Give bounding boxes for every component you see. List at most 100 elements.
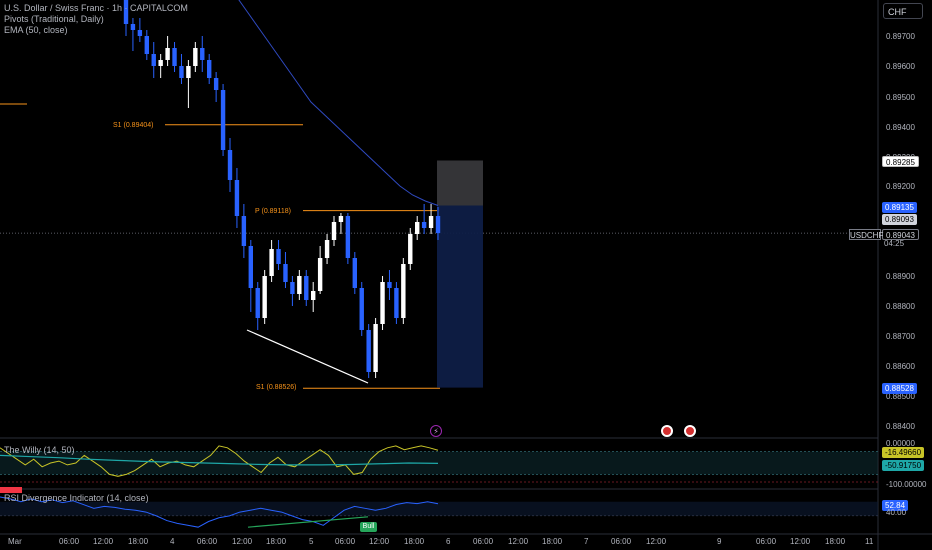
ema-line [238, 0, 439, 206]
time-label: 18:00 [825, 537, 846, 546]
candle-body [186, 66, 191, 78]
entry-price-tag: 0.89135 [882, 202, 917, 213]
willy-line [0, 445, 439, 477]
price-tick: 0.88800 [886, 302, 915, 311]
time-label: 06:00 [197, 537, 218, 546]
candle-body [151, 54, 156, 66]
price-tick: 0.89500 [886, 93, 915, 102]
pivots-legend[interactable]: Pivots (Traditional, Daily) [4, 14, 104, 24]
candle-body [276, 249, 281, 264]
candle-body [123, 0, 129, 25]
candle-body [317, 258, 323, 291]
time-label: 18:00 [404, 537, 425, 546]
candle-body [338, 216, 344, 222]
candle-body [366, 330, 371, 372]
candles [123, 0, 441, 378]
target-zone [437, 205, 483, 388]
candle-body [283, 264, 288, 282]
bar-countdown: 04:25 [884, 239, 905, 248]
candle-body [359, 288, 364, 330]
willy-tick: 0.00000 [886, 439, 915, 448]
rsi-pane [0, 496, 878, 528]
time-label: 18:00 [542, 537, 563, 546]
willy-signal-tag: -50.91750 [882, 460, 925, 471]
candle-body [394, 288, 399, 318]
time-label: 06:00 [59, 537, 80, 546]
time-label: 12:00 [508, 537, 529, 546]
price-tick: 0.89700 [886, 32, 915, 41]
rsi-legend[interactable]: RSI Divergence Indicator (14, close) [4, 493, 149, 503]
short-position-tool[interactable] [437, 160, 483, 388]
time-label: 18:00 [128, 537, 149, 546]
candle-body [158, 60, 163, 66]
candle-body [179, 66, 184, 78]
candle-body [213, 78, 219, 90]
us-flag-event-icon[interactable] [661, 425, 673, 437]
candle-body [262, 276, 267, 318]
price-tick: 0.89200 [886, 182, 915, 191]
rsi-tick: 40.00 [886, 508, 907, 517]
last-close-tag: 0.89093 [882, 214, 917, 225]
candle-body [130, 24, 136, 30]
time-label: Mar [8, 537, 22, 546]
time-label: 9 [717, 537, 722, 546]
target-price-tag: 0.88528 [882, 383, 917, 394]
candle-body [144, 36, 149, 54]
ema-legend[interactable]: EMA (50, close) [4, 25, 68, 35]
willy-legend[interactable]: The Willy (14, 50) [4, 445, 75, 455]
time-label: 18:00 [266, 537, 287, 546]
trendline [246, 329, 369, 384]
time-label: 4 [170, 537, 175, 546]
candle-body [227, 150, 233, 180]
time-label: 06:00 [335, 537, 356, 546]
price-tick: 0.88500 [886, 392, 915, 401]
ticker-label: USDCHF [849, 229, 884, 240]
candle-body [387, 282, 392, 288]
current-price-tag: 0.89043 [882, 229, 919, 240]
candle-body [220, 90, 226, 150]
price-tick: 0.89600 [886, 62, 915, 71]
willy-band [0, 451, 878, 475]
ema-50-line [238, 0, 439, 206]
candle-body [408, 234, 413, 264]
candle-body [421, 222, 427, 228]
candle-body [255, 288, 260, 318]
candle-body [311, 291, 316, 300]
time-label: 12:00 [646, 537, 667, 546]
symbol-title[interactable]: U.S. Dollar / Swiss Franc · 1h · CAPITAL… [4, 3, 188, 13]
time-label: 12:00 [93, 537, 114, 546]
price-tick: 0.88400 [886, 422, 915, 431]
price-tick: 0.88600 [886, 362, 915, 371]
willy-value-tag: -16.49660 [882, 447, 925, 458]
candle-body [234, 180, 240, 216]
candle-body [297, 276, 302, 294]
candle-body [304, 276, 309, 300]
alert-marker [0, 487, 22, 493]
candle-body [200, 48, 205, 60]
candle-body [172, 48, 177, 66]
time-label: 12:00 [232, 537, 253, 546]
bull-divergence-badge: Bull [360, 522, 377, 532]
pivot-s1-lower-label: S1 (0.88526) [256, 384, 297, 391]
time-label: 5 [309, 537, 314, 546]
candle-body [193, 48, 198, 66]
candle-body [352, 258, 357, 288]
price-tick: 0.88900 [886, 272, 915, 281]
currency-button[interactable]: CHF [883, 3, 923, 19]
candle-body [435, 216, 441, 234]
lightning-event-icon[interactable]: ⚡ [430, 425, 442, 437]
time-label: 11 [865, 537, 874, 546]
candle-body [345, 216, 351, 258]
candle-body [373, 324, 378, 372]
willy-pane [0, 445, 878, 483]
support-trendline[interactable] [246, 329, 369, 384]
time-label: 7 [584, 537, 589, 546]
rsi-value-tag: 52.84 [882, 500, 909, 511]
us-flag-event-icon[interactable] [684, 425, 696, 437]
pivot-levels [0, 103, 440, 389]
time-label: 06:00 [611, 537, 632, 546]
candle-body [401, 264, 406, 318]
rsi-line [0, 496, 439, 528]
time-label: 12:00 [369, 537, 390, 546]
